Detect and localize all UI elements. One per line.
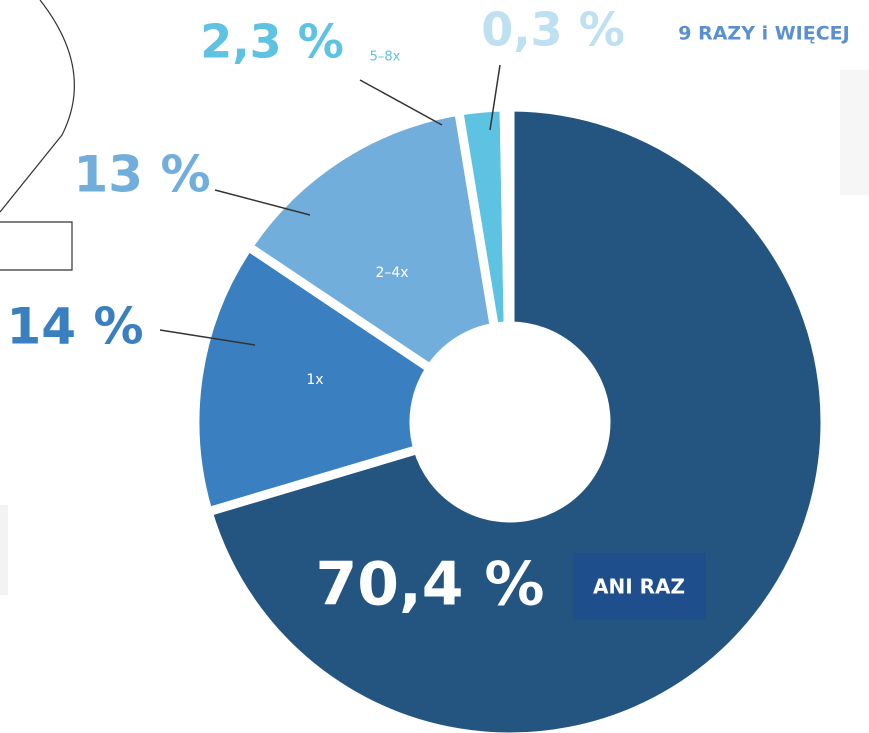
category-label: ANI RAZ — [593, 575, 685, 599]
value-label: 13 % — [73, 146, 210, 204]
value-label: 0,3 % — [481, 3, 625, 57]
value-label: 2,3 % — [200, 15, 344, 69]
category-label: 2–4x — [375, 265, 408, 281]
value-label: 70,4 % — [315, 550, 544, 620]
leader-line — [214, 189, 311, 216]
slice — [190, 242, 435, 517]
slice — [499, 102, 515, 331]
leader-line — [159, 329, 256, 346]
label-box — [573, 553, 706, 620]
decoration — [840, 70, 869, 195]
leader-line — [489, 64, 501, 131]
decoration — [0, 505, 8, 595]
decoration — [0, 0, 75, 271]
value-label: 14 % — [6, 298, 143, 356]
category-label: 5–8x — [370, 50, 401, 65]
leader-line — [359, 79, 443, 126]
category-label: 9 RAZY i WIĘCEJ — [678, 23, 849, 45]
category-label: 1x — [306, 372, 323, 388]
slice — [243, 106, 499, 374]
